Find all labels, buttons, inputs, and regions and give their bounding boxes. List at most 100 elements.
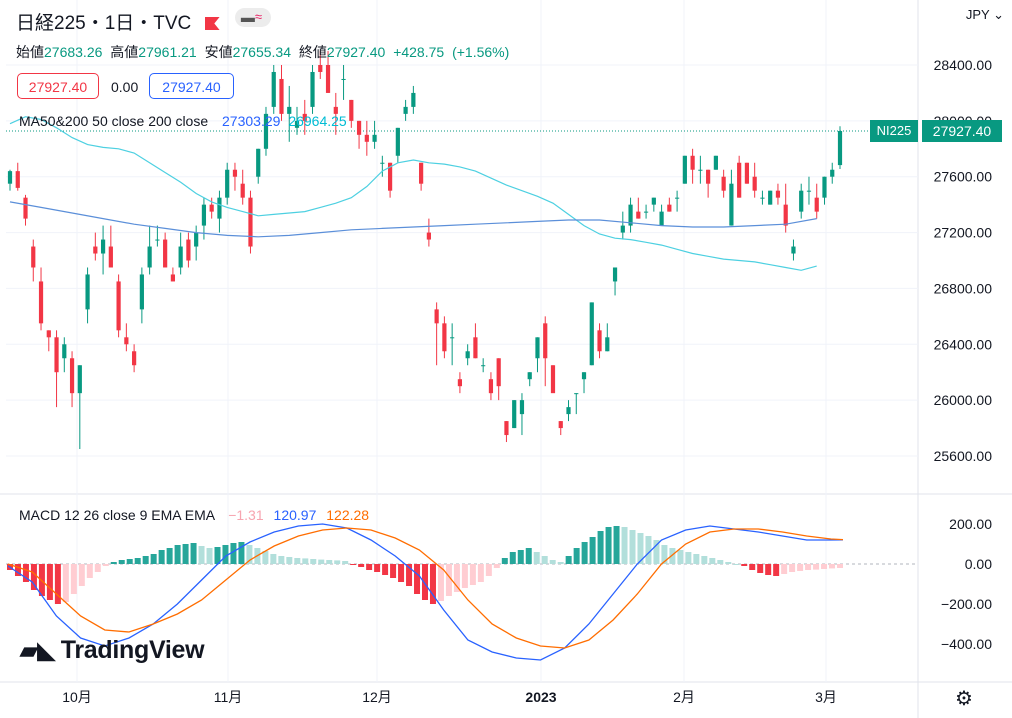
y-tick-label: 28400.00: [934, 57, 993, 73]
spread-value: 0.00: [111, 79, 139, 95]
macd-hist-bar: [246, 545, 253, 564]
candle: [93, 232, 98, 261]
macd-hist-bar: [741, 564, 748, 566]
candle-body: [364, 134, 369, 142]
macd-hist-bar: [493, 564, 500, 568]
ma200-line: [9, 201, 817, 238]
candle-body: [729, 183, 734, 226]
candle-body: [760, 197, 765, 199]
buy-button[interactable]: 27927.40: [149, 73, 234, 99]
macd-hist-bar: [693, 554, 700, 564]
macd-hist-bar: [310, 559, 317, 564]
macd-hist-bar: [198, 546, 205, 564]
macd-hist-bar: [46, 564, 53, 600]
candle-body: [589, 302, 594, 366]
macd-hist-bar: [797, 564, 804, 571]
candle-body: [341, 78, 346, 80]
ma-legend[interactable]: MA50&200 50 close 200 close 27303.29 269…: [19, 113, 347, 129]
macd-signal-line: [7, 527, 844, 649]
macd-hist-bar: [661, 545, 668, 564]
candle: [481, 358, 486, 373]
candle: [318, 51, 323, 79]
candle: [124, 323, 129, 352]
candle-body: [597, 330, 602, 352]
candle-body: [232, 169, 238, 177]
currency-selector[interactable]: JPY ⌄: [966, 7, 1004, 23]
candle: [310, 65, 315, 114]
candle-body: [465, 351, 470, 359]
candle: [62, 337, 67, 373]
candle-body: [713, 155, 718, 170]
candle: [7, 169, 13, 191]
candle-body: [132, 351, 137, 366]
candle-body: [698, 169, 703, 171]
candle: [23, 194, 28, 226]
x-tick-label: 11月: [214, 689, 243, 705]
candle: [31, 239, 36, 282]
flag-icon[interactable]: [204, 17, 220, 30]
candle-body: [23, 197, 28, 219]
macd-hist-bar: [821, 564, 828, 569]
y-tick-label: 26400.00: [934, 336, 993, 352]
candle: [209, 197, 214, 219]
macd-hist-bar: [230, 543, 237, 564]
y-tick-label: 26000.00: [934, 392, 993, 408]
candle: [729, 169, 734, 226]
candle-body: [333, 106, 338, 114]
macd-hist-bar: [677, 550, 684, 564]
candle-body: [15, 171, 20, 188]
sell-button[interactable]: 27927.40: [17, 73, 99, 99]
pill-icon[interactable]: ▬ ≈: [234, 8, 271, 27]
candle-body: [100, 239, 106, 254]
candle: [558, 421, 563, 436]
candle: [163, 232, 168, 268]
candle: [698, 155, 703, 184]
macd-hist-bar: [22, 564, 29, 582]
candle: [612, 267, 618, 296]
candle-body: [612, 267, 618, 282]
change-value: +428.75: [393, 44, 445, 60]
candle: [411, 85, 416, 114]
macd-legend[interactable]: MACD 12 26 close 9 EMA EMA −1.31 120.97 …: [19, 507, 369, 523]
candle: [550, 365, 556, 394]
macd-hist-bar: [422, 564, 428, 600]
macd-hist-bar: [485, 564, 492, 576]
macd-hist-bar: [14, 564, 21, 576]
macd-hist-bar: [118, 560, 125, 564]
candle-body: [558, 421, 563, 429]
macd-hist-bar: [469, 564, 476, 585]
candle-body: [248, 197, 253, 247]
open-label: 始値: [16, 44, 44, 60]
gear-icon[interactable]: ⚙: [955, 688, 973, 710]
candle: [775, 183, 781, 205]
candle-body: [496, 358, 501, 387]
macd-hist-bar: [334, 560, 341, 564]
candle: [450, 323, 455, 366]
macd-hist-bar: [589, 537, 596, 564]
candle: [760, 190, 765, 205]
candle: [240, 169, 245, 205]
candle-body: [46, 330, 51, 338]
candle-body: [209, 204, 214, 212]
macd-hist-bar: [390, 564, 397, 578]
logo-text: TradingView: [60, 636, 205, 664]
candle: [256, 148, 261, 184]
macd-hist-bar: [813, 564, 820, 570]
candle: [325, 51, 331, 93]
macd-hist-bar: [805, 564, 812, 570]
macd-hist-bar: [453, 564, 460, 592]
candle: [263, 106, 269, 156]
candle: [737, 155, 742, 198]
tradingview-logo-icon[interactable]: ▰◣ TradingView: [20, 636, 205, 664]
candle: [473, 323, 478, 359]
macd-hist-bar: [773, 564, 780, 576]
candle-body: [775, 190, 781, 198]
macd-hist-bar: [765, 564, 772, 575]
candle: [372, 120, 377, 149]
candle-body: [186, 239, 191, 261]
candle: [69, 351, 75, 408]
macd-hist-bar: [605, 527, 612, 564]
candle: [116, 274, 121, 338]
high-label: 高値: [110, 44, 139, 60]
